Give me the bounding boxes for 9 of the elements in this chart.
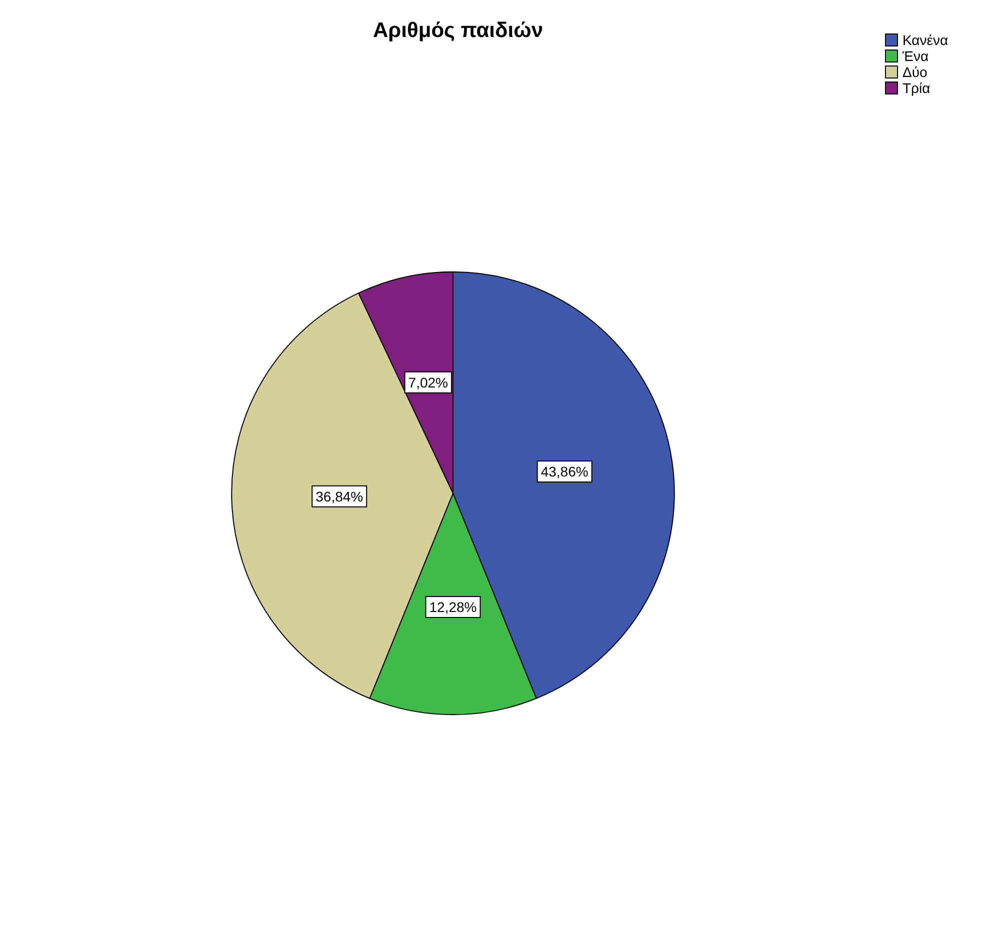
chart-title: Αριθμός παιδιών — [373, 19, 543, 42]
legend-label: Κανένα — [902, 32, 948, 48]
data-label: 7,02% — [408, 374, 448, 390]
data-label: 43,86% — [540, 463, 588, 480]
data-label: 36,84% — [316, 488, 364, 504]
data-label: 12,28% — [429, 598, 477, 615]
legend-label: Δύο — [902, 64, 928, 80]
legend-label: Τρία — [902, 80, 930, 96]
legend-label: Ένα — [902, 48, 929, 64]
